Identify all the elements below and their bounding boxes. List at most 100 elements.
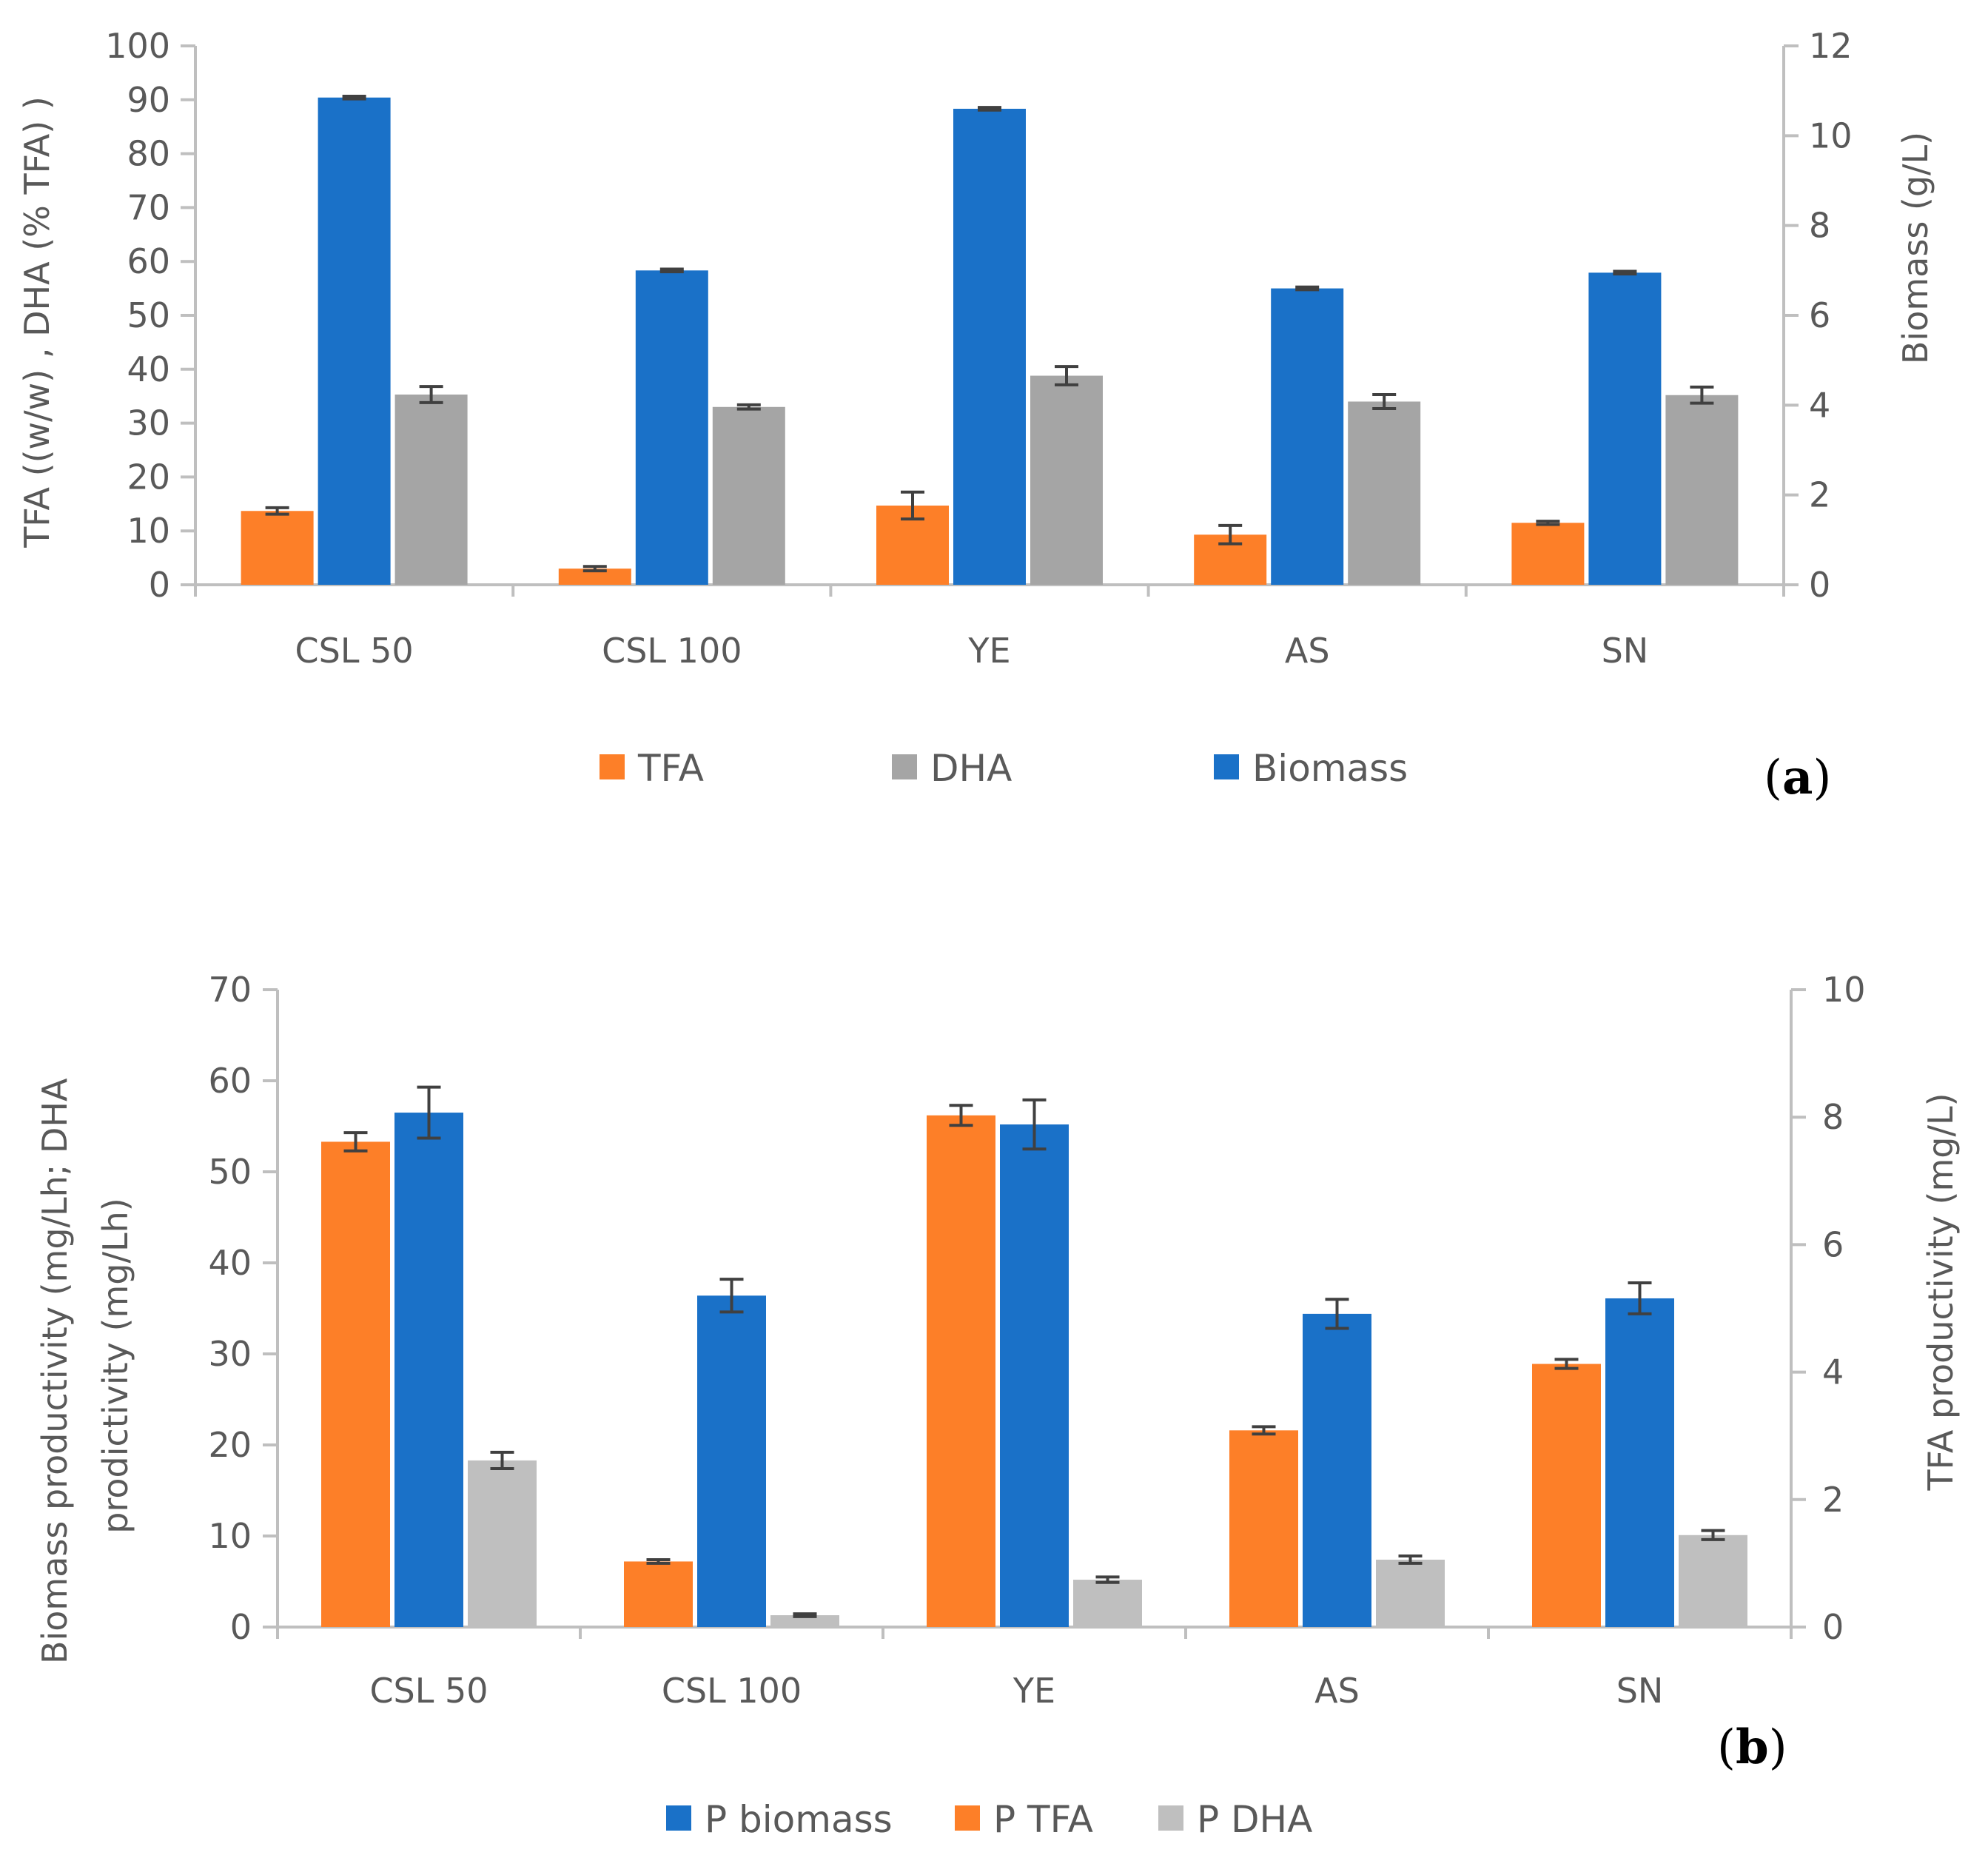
bar-biomass-as xyxy=(1271,288,1344,585)
error-bar xyxy=(1628,1281,1652,1315)
y-tick-label-left: 20 xyxy=(208,1425,252,1465)
y-tick-label-left: 10 xyxy=(208,1516,252,1556)
error-bar xyxy=(1022,1098,1047,1151)
error-bar xyxy=(901,490,924,521)
legend-label: P DHA xyxy=(1197,1798,1312,1841)
bar-p-tfa-as xyxy=(1229,1430,1298,1627)
bar-p-biomass-sn xyxy=(1605,1298,1674,1627)
legend-swatch xyxy=(1158,1805,1183,1831)
bar-dha-csl-100 xyxy=(712,406,785,585)
x-tick-label: AS xyxy=(1314,1671,1360,1711)
x-tick-label: CSL 50 xyxy=(369,1671,488,1711)
bar-p-dha-csl-50 xyxy=(468,1460,537,1627)
legend-item-biomass: Biomass xyxy=(1214,747,1408,790)
x-tick-label: CSL 50 xyxy=(295,631,414,671)
bar-p-dha-sn xyxy=(1679,1535,1747,1627)
bar-p-tfa-csl-50 xyxy=(321,1141,390,1627)
y-tick-label-right: 10 xyxy=(1822,970,1866,1010)
error-bar xyxy=(265,506,289,516)
panel-label-a: (a) xyxy=(1764,750,1831,805)
bar-p-dha-csl-100 xyxy=(770,1615,839,1627)
legend-swatch xyxy=(600,754,625,779)
y-tick-label-left: 60 xyxy=(127,241,170,281)
y-tick-label-right: 8 xyxy=(1809,206,1830,246)
y-tick-label-right: 4 xyxy=(1822,1352,1844,1392)
bar-p-dha-ye xyxy=(1073,1580,1142,1627)
chart-panel-b: 0 10 20 30 40 50 60 70 0 2 4 6 8 10 CSL 50 CSL 100 YE A… xyxy=(35,970,1961,1841)
error-bar xyxy=(978,106,1001,112)
y-axis-title-right-a: Biomass (g/L) xyxy=(1895,132,1935,364)
legend-label: P TFA xyxy=(993,1798,1093,1841)
y-tick-label-right: 8 xyxy=(1822,1097,1844,1137)
legend-item-tfa: TFA xyxy=(600,747,704,790)
bar-p-dha-as xyxy=(1376,1559,1445,1627)
bar-dha-sn xyxy=(1665,395,1739,585)
error-bar xyxy=(1055,365,1078,386)
bar-p-tfa-ye xyxy=(927,1115,995,1627)
y-tick-label-left: 90 xyxy=(127,80,170,120)
error-bar xyxy=(582,565,607,573)
y-tick-label-left: 60 xyxy=(208,1061,252,1101)
y-tick-label-left: 20 xyxy=(127,457,170,497)
y-tick-label-left: 30 xyxy=(127,403,170,443)
bar-biomass-ye xyxy=(953,108,1026,585)
legend-label: P biomass xyxy=(705,1798,893,1841)
y-tick-label-left: 80 xyxy=(127,134,170,174)
error-bar xyxy=(1536,520,1560,526)
bar-dha-as xyxy=(1348,401,1421,585)
bar-biomass-sn xyxy=(1588,272,1662,585)
y-tick-label-left: 100 xyxy=(105,26,170,66)
bar-p-tfa-sn xyxy=(1532,1364,1601,1627)
y-tick-label-left: 70 xyxy=(208,970,252,1010)
x-tick-label: YE xyxy=(1013,1671,1055,1711)
legend-swatch xyxy=(666,1805,691,1831)
x-tick-label: CSL 100 xyxy=(662,1671,802,1711)
y-axis-title-left-b: Biomass productivity (mg/Lh; DHA prodict… xyxy=(35,1067,135,1664)
y-tick-label-left: 0 xyxy=(230,1607,252,1647)
y-tick-label-left: 40 xyxy=(208,1243,252,1283)
legend-swatch xyxy=(1214,754,1239,779)
y-tick-label-left: 50 xyxy=(208,1152,252,1192)
y-tick-label-right: 0 xyxy=(1822,1607,1844,1647)
legend-item-p-tfa: P TFA xyxy=(955,1798,1093,1841)
error-bar xyxy=(1701,1529,1725,1541)
error-bar xyxy=(1690,385,1714,405)
error-bar xyxy=(490,1450,514,1470)
error-bar xyxy=(949,1104,973,1127)
y-axis-title-left-a: TFA ((w/w) , DHA (% TFA) ) xyxy=(17,96,57,549)
error-bar xyxy=(343,1131,368,1153)
error-bar xyxy=(1554,1358,1579,1370)
y-tick-label-left: 10 xyxy=(127,511,170,551)
error-bar xyxy=(1325,1298,1349,1330)
legend-item-dha: DHA xyxy=(892,747,1012,790)
panel-label-b: (b) xyxy=(1717,1720,1787,1775)
bar-p-biomass-ye xyxy=(1000,1124,1069,1627)
error-bar xyxy=(1398,1555,1423,1565)
y-tick-label-right: 0 xyxy=(1809,565,1830,605)
y-tick-label-right: 6 xyxy=(1822,1224,1844,1264)
error-bar xyxy=(1295,285,1320,292)
error-bar xyxy=(793,1612,817,1618)
x-tick-label: SN xyxy=(1616,1671,1664,1711)
legend-b: P biomass P TFA P DHA xyxy=(666,1798,1312,1841)
legend-a: TFA DHA Biomass xyxy=(600,747,1408,790)
bar-biomass-csl-100 xyxy=(635,270,708,585)
bar-p-tfa-csl-100 xyxy=(624,1561,693,1627)
y-tick-label-right: 12 xyxy=(1809,26,1853,66)
error-bar xyxy=(1095,1575,1120,1584)
error-bar xyxy=(719,1278,744,1314)
x-tick-label: AS xyxy=(1285,631,1330,671)
chart-panel-a: 0 10 20 30 40 50 60 70 80 90 100 0 2 4 6 8 10 12 CSL 50 C… xyxy=(17,26,1935,805)
x-tick-label: SN xyxy=(1602,631,1649,671)
bar-dha-ye xyxy=(1030,375,1103,585)
y-axis-title-left-b-line1: Biomass productivity (mg/Lh; DHA xyxy=(35,1078,75,1664)
legend-label: Biomass xyxy=(1252,747,1408,790)
legend-swatch xyxy=(955,1805,980,1831)
error-bar xyxy=(1252,1425,1276,1436)
x-tick-label: YE xyxy=(967,631,1010,671)
y-tick-label-right: 10 xyxy=(1809,115,1853,155)
y-tick-label-right: 4 xyxy=(1809,385,1830,425)
legend-item-p-biomass: P biomass xyxy=(666,1798,893,1841)
error-bar xyxy=(1613,269,1637,276)
